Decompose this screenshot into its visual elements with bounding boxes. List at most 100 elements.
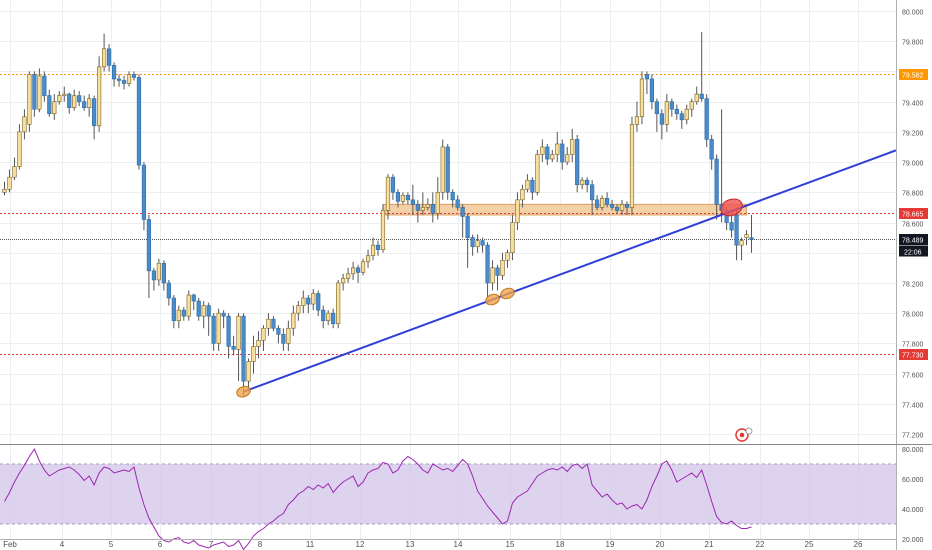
bullish-candle[interactable] bbox=[465, 216, 470, 238]
bearish-candle[interactable] bbox=[440, 146, 445, 193]
bearish-candle[interactable] bbox=[515, 199, 520, 223]
bullish-candle[interactable] bbox=[560, 143, 565, 163]
bullish-candle[interactable] bbox=[495, 267, 500, 276]
bullish-candle[interactable] bbox=[67, 93, 72, 108]
bullish-candle[interactable] bbox=[614, 207, 620, 211]
bearish-candle[interactable] bbox=[684, 108, 689, 121]
bearish-candle[interactable] bbox=[400, 195, 406, 202]
bullish-candle[interactable] bbox=[545, 146, 550, 160]
bullish-candle[interactable] bbox=[196, 300, 201, 317]
bullish-candle[interactable] bbox=[82, 101, 87, 108]
bearish-candle[interactable] bbox=[739, 240, 744, 246]
bearish-candle[interactable] bbox=[261, 327, 266, 341]
bullish-candle[interactable] bbox=[166, 282, 171, 299]
ascending-trendline[interactable] bbox=[243, 149, 897, 393]
bullish-candle[interactable] bbox=[47, 95, 52, 115]
bearish-candle[interactable] bbox=[62, 93, 67, 96]
bearish-candle[interactable] bbox=[22, 116, 27, 133]
bullish-candle[interactable] bbox=[604, 198, 610, 205]
bearish-candle[interactable] bbox=[311, 293, 316, 305]
bearish-candle[interactable] bbox=[664, 101, 669, 125]
bullish-candle[interactable] bbox=[430, 204, 435, 214]
bearish-candle[interactable] bbox=[246, 361, 251, 382]
bullish-candle[interactable] bbox=[161, 262, 166, 284]
bullish-candle[interactable] bbox=[191, 294, 196, 302]
bearish-candle[interactable] bbox=[176, 309, 181, 321]
bullish-candle[interactable] bbox=[151, 270, 157, 281]
bullish-candle[interactable] bbox=[595, 199, 600, 208]
bearish-candle[interactable] bbox=[385, 176, 391, 211]
bullish-candle[interactable] bbox=[136, 77, 142, 166]
bullish-candle[interactable] bbox=[131, 74, 137, 78]
bearish-candle[interactable] bbox=[420, 207, 425, 211]
bearish-candle[interactable] bbox=[365, 255, 371, 263]
bullish-candle[interactable] bbox=[32, 74, 37, 110]
bearish-candle[interactable] bbox=[201, 305, 206, 317]
bullish-candle[interactable] bbox=[92, 98, 97, 127]
bullish-candle[interactable] bbox=[206, 305, 211, 317]
bearish-candle[interactable] bbox=[619, 204, 625, 211]
bullish-candle[interactable] bbox=[146, 219, 152, 272]
bullish-candle[interactable] bbox=[654, 101, 659, 115]
bullish-candle[interactable] bbox=[141, 164, 147, 220]
bearish-candle[interactable] bbox=[2, 188, 7, 193]
bullish-candle[interactable] bbox=[111, 65, 117, 80]
bearish-candle[interactable] bbox=[291, 312, 296, 329]
bearish-candle[interactable] bbox=[639, 78, 645, 118]
bullish-candle[interactable] bbox=[77, 95, 82, 102]
bullish-candle[interactable] bbox=[445, 146, 450, 193]
bearish-candle[interactable] bbox=[17, 131, 22, 167]
bearish-candle[interactable] bbox=[301, 297, 306, 306]
bearish-candle[interactable] bbox=[72, 95, 77, 108]
bullish-candle[interactable] bbox=[450, 191, 455, 201]
bearish-candle[interactable] bbox=[535, 154, 540, 193]
bearish-candle[interactable] bbox=[102, 48, 107, 68]
bearish-candle[interactable] bbox=[57, 95, 62, 102]
bearish-candle[interactable] bbox=[599, 198, 605, 208]
bearish-candle[interactable] bbox=[256, 340, 261, 347]
bullish-candle[interactable] bbox=[116, 78, 122, 81]
bearish-candle[interactable] bbox=[341, 278, 346, 284]
bullish-candle[interactable] bbox=[321, 309, 326, 321]
bearish-candle[interactable] bbox=[525, 179, 530, 190]
bullish-candle[interactable] bbox=[331, 312, 336, 325]
bullish-candle[interactable] bbox=[669, 101, 674, 110]
bearish-candle[interactable] bbox=[87, 98, 92, 108]
bullish-candle[interactable] bbox=[306, 297, 311, 305]
bullish-candle[interactable] bbox=[714, 158, 719, 205]
bullish-candle[interactable] bbox=[460, 207, 465, 217]
bearish-candle[interactable] bbox=[52, 101, 57, 115]
bearish-candle[interactable] bbox=[565, 154, 570, 163]
bullish-candle[interactable] bbox=[590, 184, 595, 201]
bearish-candle[interactable] bbox=[350, 267, 356, 275]
bullish-candle[interactable] bbox=[181, 309, 186, 317]
bullish-candle[interactable] bbox=[679, 113, 684, 121]
bullish-candle[interactable] bbox=[405, 195, 410, 201]
bullish-candle[interactable] bbox=[709, 139, 714, 160]
bullish-candle[interactable] bbox=[121, 80, 127, 84]
bearish-candle[interactable] bbox=[570, 139, 575, 155]
bullish-candle[interactable] bbox=[644, 74, 650, 80]
bearish-candle[interactable] bbox=[156, 262, 161, 281]
bearish-candle[interactable] bbox=[7, 176, 12, 190]
bullish-candle[interactable] bbox=[585, 179, 590, 186]
bearish-candle[interactable] bbox=[425, 204, 430, 208]
bullish-candle[interactable] bbox=[390, 176, 396, 193]
bullish-candle[interactable] bbox=[415, 204, 420, 211]
bullish-candle[interactable] bbox=[355, 267, 361, 273]
bullish-candle[interactable] bbox=[375, 244, 381, 250]
bullish-candle[interactable] bbox=[530, 179, 535, 193]
bullish-candle[interactable] bbox=[221, 312, 226, 317]
bearish-candle[interactable] bbox=[490, 267, 495, 284]
bearish-candle[interactable] bbox=[550, 154, 555, 160]
bullish-candle[interactable] bbox=[395, 191, 401, 202]
bearish-candle[interactable] bbox=[629, 124, 635, 208]
bearish-candle[interactable] bbox=[266, 318, 271, 329]
bearish-candle[interactable] bbox=[580, 179, 585, 186]
bearish-candle[interactable] bbox=[520, 188, 525, 201]
bearish-candle[interactable] bbox=[286, 327, 291, 344]
bullish-candle[interactable] bbox=[659, 113, 664, 125]
bullish-candle[interactable] bbox=[281, 333, 286, 344]
